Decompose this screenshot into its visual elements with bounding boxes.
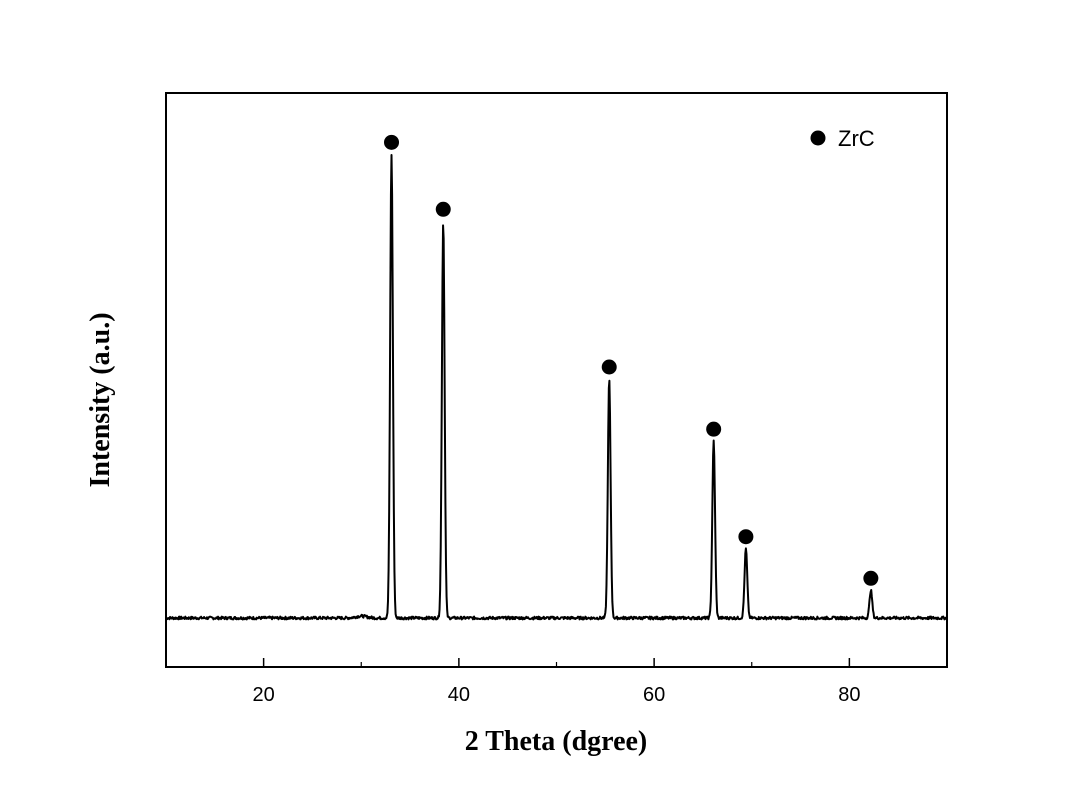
peak-markers <box>384 134 879 586</box>
x-tick-label: 40 <box>448 684 470 706</box>
peak-marker <box>601 359 617 375</box>
peak-marker <box>863 570 879 586</box>
y-axis-title: Intensity (a.u.) <box>85 312 116 487</box>
legend-label-zrc: ZrC <box>838 126 875 151</box>
x-tick-label: 60 <box>643 684 665 706</box>
x-axis-title: 2 Theta (dgree) <box>465 726 648 757</box>
peak-marker <box>435 201 451 217</box>
peak-marker <box>738 529 754 545</box>
legend-marker-zrc <box>810 130 826 146</box>
legend: ZrC <box>810 126 875 151</box>
x-axis-tick-labels: 20 40 60 80 <box>253 684 861 706</box>
x-axis-ticks <box>262 658 851 667</box>
peak-marker <box>384 134 400 150</box>
x-tick-label: 80 <box>838 684 860 706</box>
series-line-zrc <box>165 154 948 621</box>
peak-marker <box>706 421 722 437</box>
plot-frame <box>165 92 948 668</box>
x-tick-label: 20 <box>253 684 275 706</box>
